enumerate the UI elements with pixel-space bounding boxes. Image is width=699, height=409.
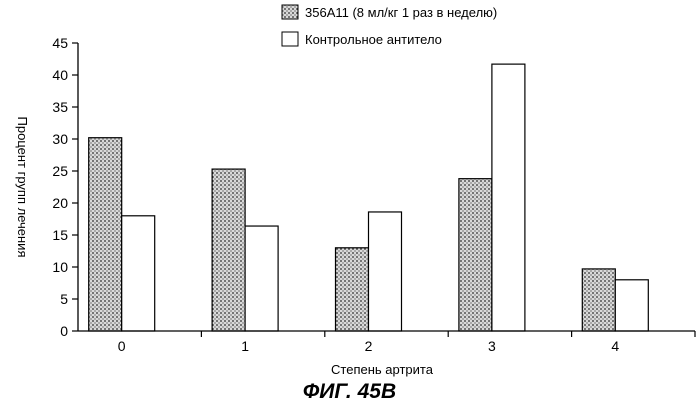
y-tick-label: 30 [52, 131, 68, 147]
legend-label-series-2: Контрольное антитело [305, 32, 442, 47]
y-tick-label: 25 [52, 163, 68, 179]
figure-caption: ФИГ. 45B [0, 380, 699, 404]
y-axis-ticks: 0 5 10 15 20 25 30 35 40 45 [52, 35, 78, 339]
y-tick-label: 0 [60, 323, 68, 339]
bar-series-1-cat-1 [212, 169, 245, 331]
bar-series-2-cat-1 [245, 226, 278, 331]
bar-series-2-cat-3 [492, 64, 525, 331]
y-tick-label: 15 [52, 227, 68, 243]
x-tick-label: 2 [365, 338, 373, 354]
x-tick-label: 3 [488, 338, 496, 354]
bars [89, 64, 649, 331]
y-tick-label: 40 [52, 67, 68, 83]
legend-swatch-stippled [282, 5, 298, 19]
x-axis-ticks: 0 1 2 3 4 [118, 331, 695, 354]
y-tick-label: 45 [52, 35, 68, 51]
y-tick-label: 10 [52, 259, 68, 275]
x-tick-label: 1 [241, 338, 249, 354]
y-tick-label: 35 [52, 99, 68, 115]
legend: 356A11 (8 мл/кг 1 раз в неделю) Контроль… [282, 5, 497, 47]
legend-label-series-1: 356A11 (8 мл/кг 1 раз в неделю) [305, 5, 497, 20]
legend-swatch-hollow [282, 32, 298, 46]
bar-series-2-cat-2 [369, 212, 402, 331]
bar-series-1-cat-4 [582, 269, 615, 331]
y-axis-label: Процент групп лечения [15, 117, 30, 258]
bar-series-2-cat-0 [122, 216, 155, 331]
x-tick-label: 0 [118, 338, 126, 354]
y-tick-label: 20 [52, 195, 68, 211]
y-tick-label: 5 [60, 291, 68, 307]
x-axis-label: Степень артрита [331, 362, 434, 377]
x-tick-label: 4 [611, 338, 619, 354]
bar-series-1-cat-0 [89, 138, 122, 331]
bar-series-1-cat-3 [459, 179, 492, 331]
bar-series-1-cat-2 [336, 248, 369, 331]
bar-series-2-cat-4 [615, 280, 648, 331]
